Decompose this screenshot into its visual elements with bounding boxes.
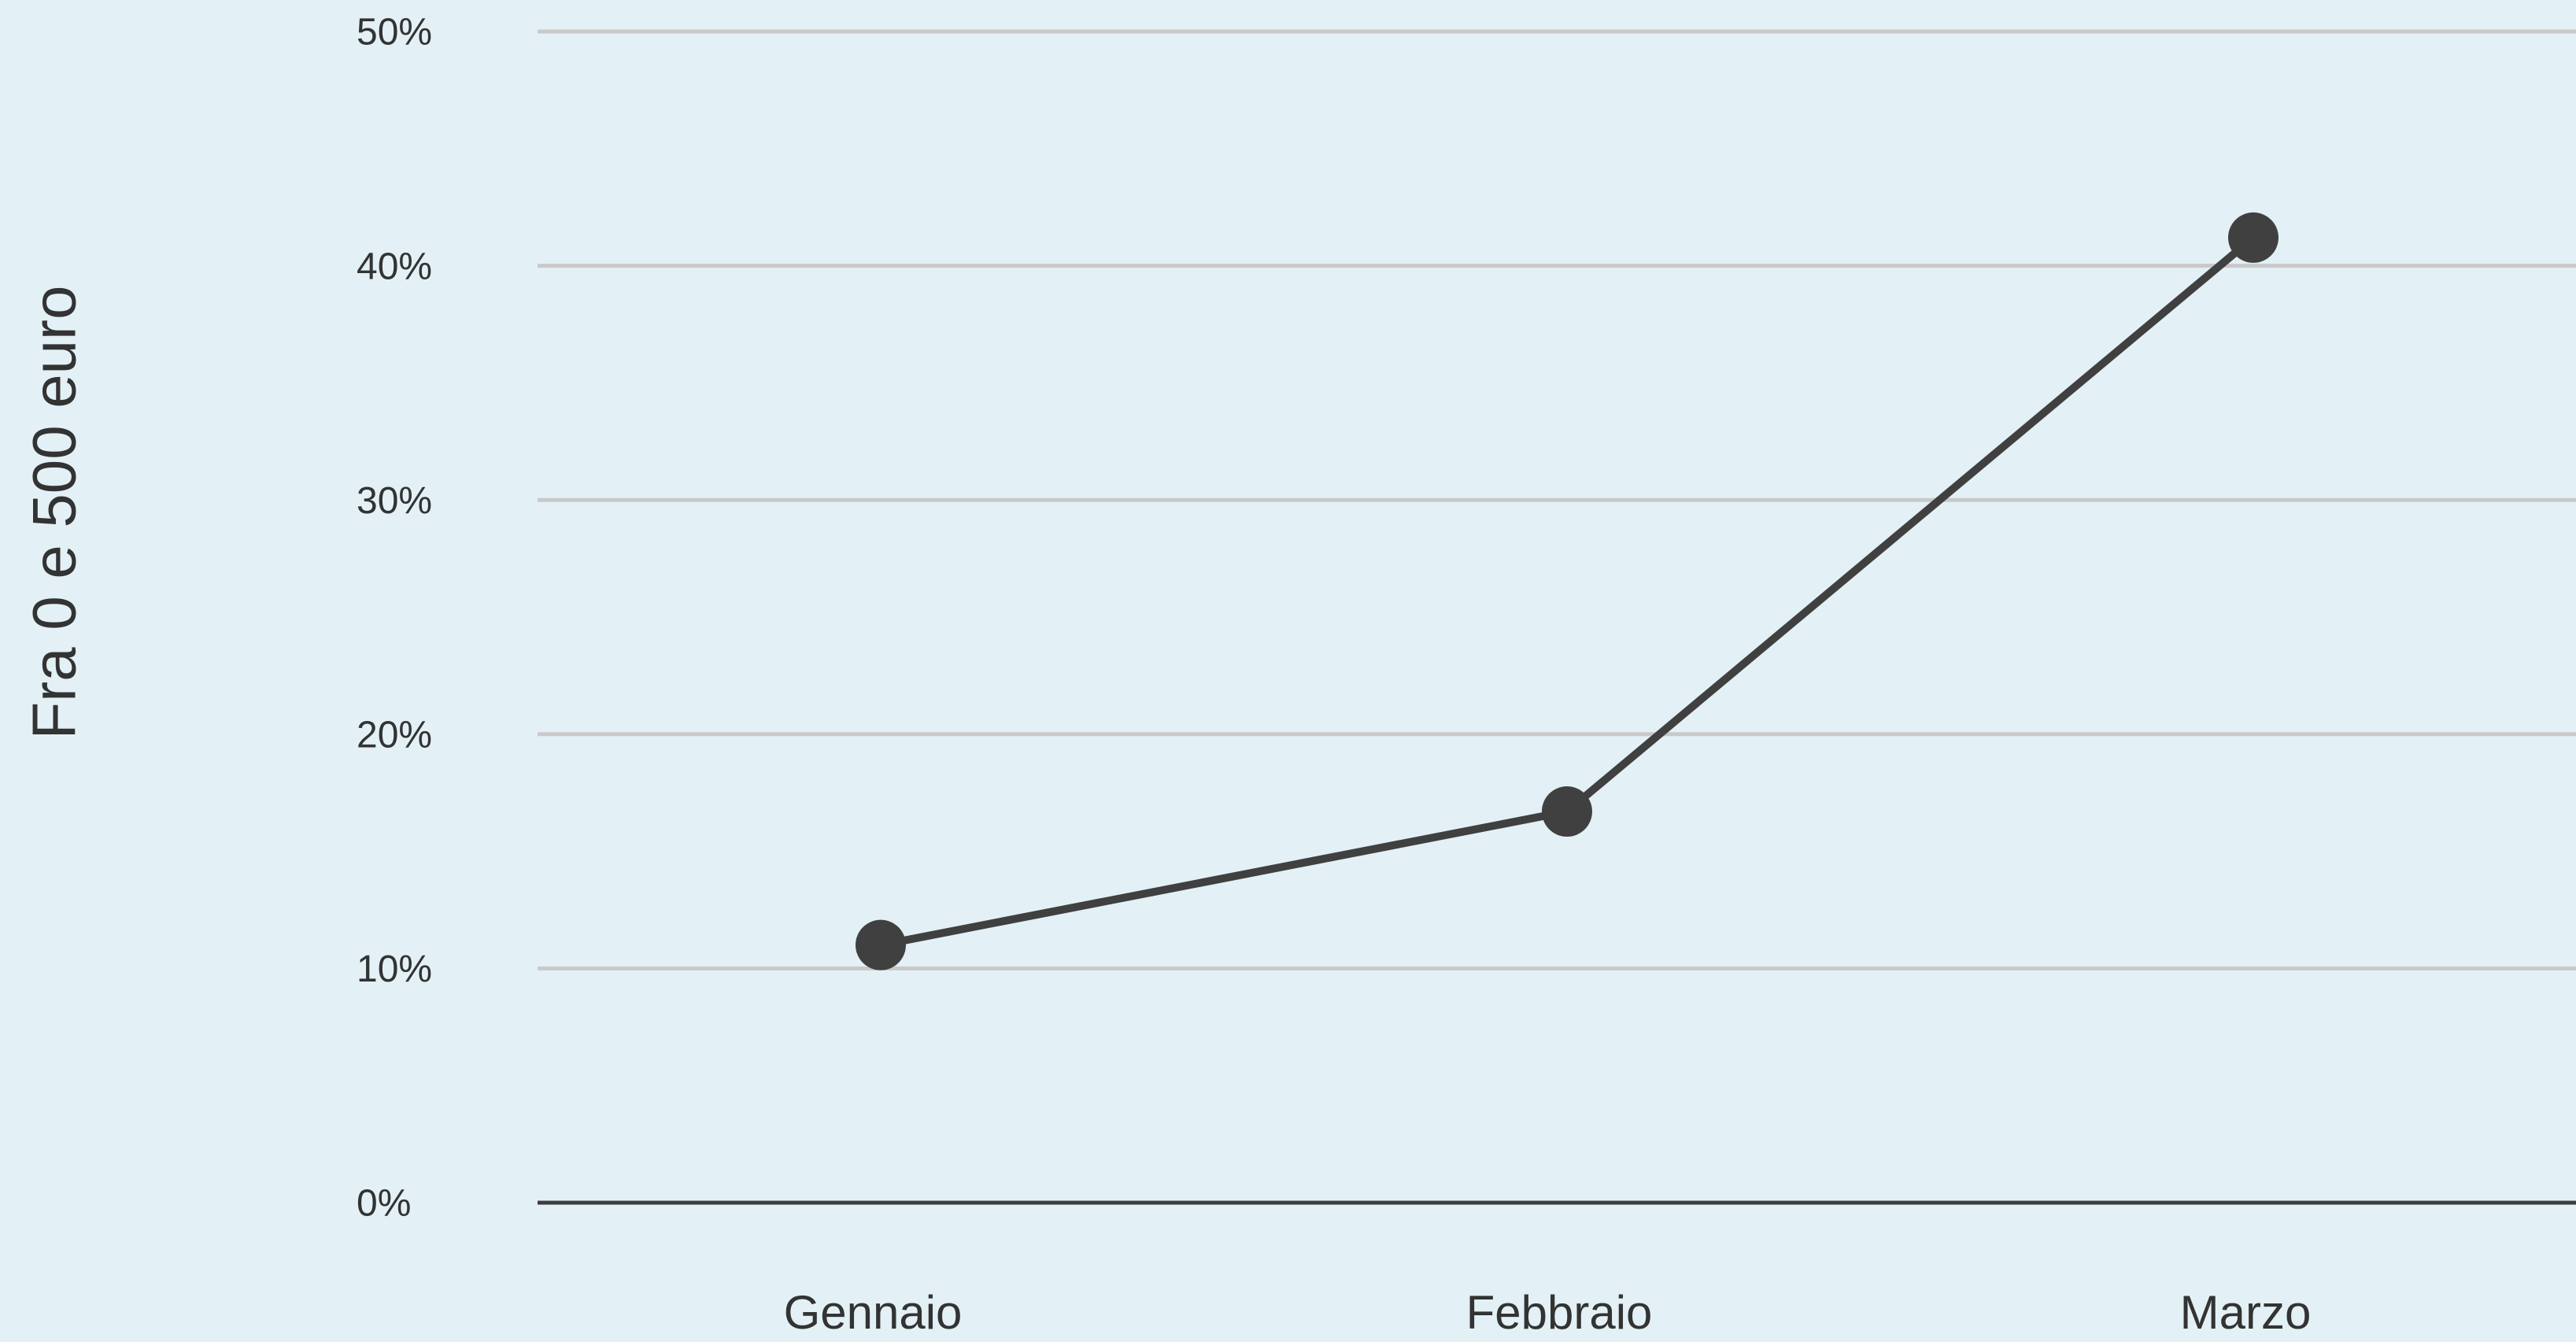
y-tick-label: 20% [357, 714, 432, 756]
data-point [856, 919, 906, 970]
data-point [1542, 786, 1592, 837]
y-tick-label: 30% [357, 480, 432, 522]
y-tick-label: 50% [357, 12, 432, 54]
y-tick-label: 0% [357, 1183, 411, 1225]
y-axis-title: Fra 0 e 500 euro [20, 286, 89, 740]
y-tick-label: 40% [357, 246, 432, 287]
x-tick-label: Marzo [2180, 1286, 2312, 1339]
y-tick-label: 10% [357, 948, 432, 990]
x-tick-label: Gennaio [784, 1286, 963, 1339]
data-point [2228, 212, 2278, 263]
x-tick-label: Febbraio [1466, 1286, 1653, 1339]
